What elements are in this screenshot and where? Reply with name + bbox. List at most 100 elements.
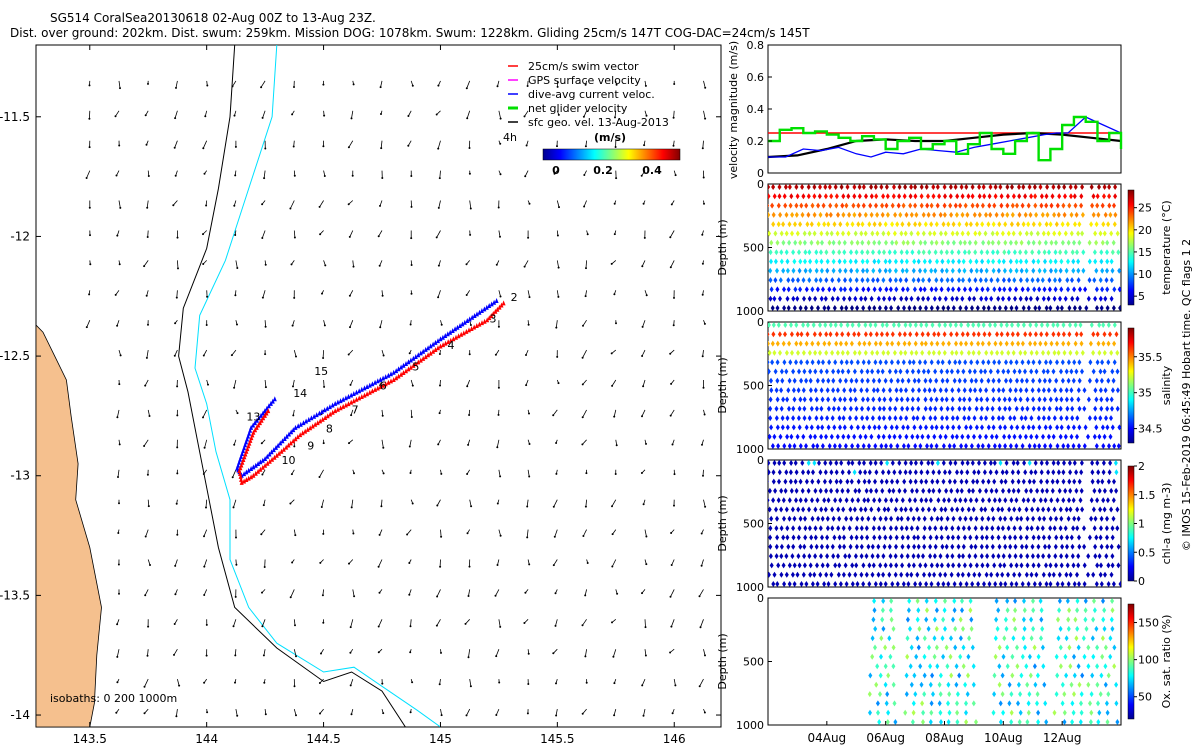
geo-vector-head bbox=[294, 175, 296, 177]
geo-vector-head bbox=[204, 447, 206, 449]
geo-vector-head bbox=[380, 113, 382, 115]
y-tick-label: 0.6 bbox=[747, 71, 765, 84]
geo-vector-head bbox=[410, 175, 412, 177]
cbar-label: chl-a (mg m-3) bbox=[1160, 483, 1173, 565]
geo-vector-head bbox=[147, 324, 149, 326]
map-frame bbox=[36, 45, 721, 727]
geo-vector-head bbox=[582, 416, 584, 418]
cbar-label: Ox. sat. ratio (%) bbox=[1160, 615, 1173, 709]
geo-vector-head bbox=[263, 682, 265, 684]
geo-vector-head bbox=[468, 414, 470, 416]
geo-vector-head bbox=[116, 681, 118, 683]
geo-vector-head bbox=[466, 263, 468, 265]
geo-vector-head bbox=[643, 203, 645, 205]
geo-vector-head bbox=[86, 177, 88, 179]
geo-vector-head bbox=[642, 385, 644, 387]
cast-sample bbox=[762, 434, 766, 440]
geo-vector-head bbox=[261, 203, 263, 205]
geo-vector-head bbox=[379, 326, 381, 328]
cast-sample bbox=[764, 240, 768, 246]
geo-vector-head bbox=[143, 265, 145, 267]
geo-vector-head bbox=[614, 203, 616, 205]
geo-vector-head bbox=[319, 476, 321, 478]
x-tick-label: 145.5 bbox=[540, 732, 574, 746]
salinity-frame bbox=[768, 322, 1121, 449]
geo-vector-head bbox=[149, 564, 151, 566]
geo-vector-head bbox=[349, 295, 351, 297]
geo-vector-head bbox=[529, 203, 531, 205]
oxygen-colorbar bbox=[1128, 604, 1134, 719]
geo-vector-head bbox=[323, 442, 325, 444]
geo-vector-head bbox=[529, 443, 531, 445]
geo-vector-head bbox=[437, 148, 439, 150]
geo-vector-head bbox=[293, 146, 295, 148]
x-tick-label: 144 bbox=[195, 732, 218, 746]
geo-vector-head bbox=[115, 712, 117, 714]
geo-vector-head bbox=[236, 324, 238, 326]
geo-vector-head bbox=[291, 473, 293, 475]
legend-4h: 4h bbox=[503, 131, 517, 144]
geo-vector-head bbox=[641, 592, 643, 594]
geo-vector-head bbox=[582, 325, 584, 327]
cbar-tick-label: 15 bbox=[1138, 246, 1152, 259]
geo-vector-head bbox=[116, 656, 118, 658]
geo-vector-head bbox=[89, 146, 91, 148]
geo-vector-head bbox=[204, 115, 206, 117]
geo-vector-head bbox=[411, 264, 413, 266]
geo-vector-head bbox=[203, 473, 205, 475]
cbar-tick-label: 10 bbox=[1138, 268, 1152, 281]
velocity-frame bbox=[768, 45, 1121, 173]
geo-vector-head bbox=[261, 625, 263, 627]
geo-vector-head bbox=[176, 534, 178, 536]
geo-vector-head bbox=[616, 444, 618, 446]
geo-vector-head bbox=[613, 682, 615, 684]
geo-vector-head bbox=[237, 412, 239, 414]
geo-vector-head bbox=[233, 205, 235, 207]
geo-vector-head bbox=[498, 414, 500, 416]
geo-vector-head bbox=[468, 656, 470, 658]
geo-vector-head bbox=[641, 684, 643, 686]
geo-vector-head bbox=[465, 623, 467, 625]
geo-vector-head bbox=[670, 415, 672, 417]
geo-vector-head bbox=[235, 537, 237, 539]
geo-vector-head bbox=[322, 622, 324, 624]
geo-vector-head bbox=[232, 476, 234, 478]
colorbar-tick-0: 0 bbox=[552, 164, 560, 177]
geo-vector-head bbox=[381, 177, 383, 179]
geo-vector-head bbox=[205, 205, 207, 207]
geo-vector-head bbox=[704, 712, 706, 714]
geo-vector-head bbox=[265, 326, 267, 328]
geo-vector-head bbox=[261, 592, 263, 594]
geo-vector-head bbox=[436, 114, 438, 116]
cbar-tick-label: 2 bbox=[1138, 460, 1145, 473]
geo-vector-head bbox=[703, 387, 705, 389]
geo-vector-head bbox=[234, 115, 236, 117]
geo-vector-head bbox=[499, 236, 501, 238]
geo-vector-head bbox=[292, 414, 294, 416]
y-tick-label: 500 bbox=[743, 380, 764, 393]
geo-vector-head bbox=[527, 237, 529, 239]
geo-vector-head bbox=[234, 174, 236, 176]
day-label: 9 bbox=[307, 439, 314, 452]
geo-vector-head bbox=[231, 354, 233, 356]
geo-vector-head bbox=[469, 234, 471, 236]
geo-vector-head bbox=[499, 475, 501, 477]
geo-vector-head bbox=[498, 326, 500, 328]
geo-vector-head bbox=[382, 295, 384, 297]
geo-vector-head bbox=[175, 87, 177, 89]
geo-vector-head bbox=[437, 296, 439, 298]
geo-vector-head bbox=[322, 357, 324, 359]
geo-vector-head bbox=[290, 596, 292, 598]
geo-vector-head bbox=[702, 355, 704, 357]
geo-vector-head bbox=[178, 685, 180, 687]
geo-vector-head bbox=[670, 383, 672, 385]
geo-vector-head bbox=[235, 596, 237, 598]
geo-vector-head bbox=[117, 476, 119, 478]
cbar-tick-label: 35 bbox=[1138, 387, 1152, 400]
geo-vector-head bbox=[411, 681, 413, 683]
geo-vector-head bbox=[177, 267, 179, 269]
geo-vector-head bbox=[407, 115, 409, 117]
geo-vector-head bbox=[176, 297, 178, 299]
geo-vector-head bbox=[144, 385, 146, 387]
geo-vector-head bbox=[117, 532, 119, 534]
